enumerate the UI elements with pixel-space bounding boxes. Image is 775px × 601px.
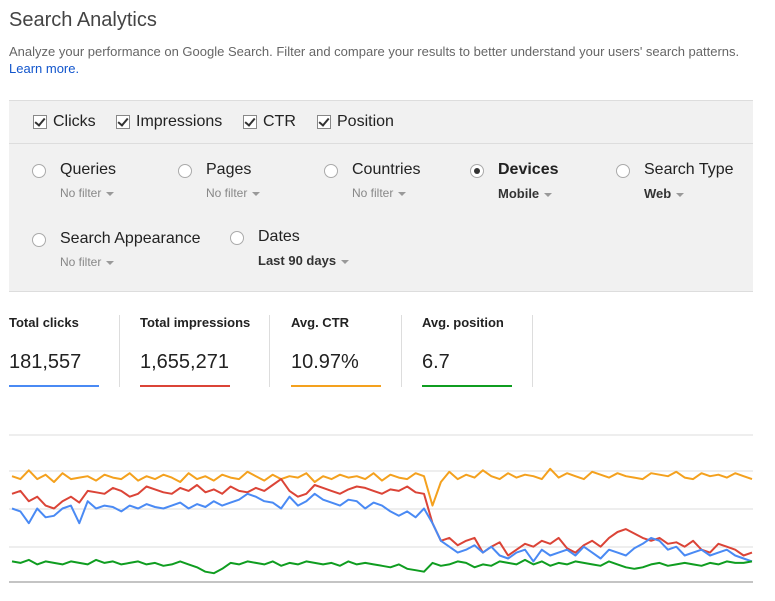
radio-icon[interactable] xyxy=(32,233,46,247)
stat-label: Avg. CTR xyxy=(291,315,350,330)
chevron-down-icon xyxy=(398,191,407,196)
group-filter-dropdown[interactable]: Last 90 days xyxy=(258,253,350,268)
series-line-0 xyxy=(11,467,753,507)
clicks-checkbox[interactable]: Clicks xyxy=(33,113,96,131)
group-pages[interactable]: Pages No filter xyxy=(178,161,298,206)
radio-icon[interactable] xyxy=(230,231,244,245)
position-label: Position xyxy=(337,113,394,130)
stat-color-bar xyxy=(9,385,99,387)
chevron-down-icon xyxy=(544,192,553,197)
impressions-checkbox[interactable]: Impressions xyxy=(116,113,222,131)
group-queries[interactable]: Queries No filter xyxy=(32,161,152,206)
learn-more-link[interactable]: Learn more. xyxy=(9,61,80,76)
chevron-down-icon xyxy=(341,259,350,264)
stat-color-bar xyxy=(140,385,230,387)
radio-icon[interactable] xyxy=(32,164,46,178)
clicks-label: Clicks xyxy=(53,113,96,130)
stat-value: 6.7 xyxy=(422,351,450,373)
page-title: Search Analytics xyxy=(9,9,157,31)
stat-label: Total clicks xyxy=(9,315,79,330)
group-label: Search Appearance xyxy=(60,230,201,247)
chevron-down-icon xyxy=(676,192,685,197)
radio-icon[interactable] xyxy=(324,164,338,178)
radio-icon[interactable] xyxy=(470,164,484,178)
group-search-appearance[interactable]: Search Appearance No filter xyxy=(32,230,222,275)
group-label: Countries xyxy=(352,161,421,178)
group-filter-dropdown[interactable]: Web xyxy=(644,186,685,201)
group-dates[interactable]: Dates Last 90 days xyxy=(230,228,360,273)
filter-panel: Clicks Impressions CTR Position Queries … xyxy=(9,100,753,292)
divider xyxy=(119,315,120,387)
stat-value: 181,557 xyxy=(9,351,82,373)
group-filter-dropdown[interactable]: No filter xyxy=(60,255,115,269)
page-description: Analyze your performance on Google Searc… xyxy=(9,43,769,77)
group-label: Search Type xyxy=(644,161,734,178)
radio-icon[interactable] xyxy=(616,164,630,178)
position-checkbox[interactable]: Position xyxy=(317,113,394,131)
group-search-type[interactable]: Search Type Web xyxy=(616,161,746,206)
group-label: Devices xyxy=(498,161,559,178)
radio-icon[interactable] xyxy=(178,164,192,178)
series-line-2 xyxy=(11,492,753,563)
group-label: Dates xyxy=(258,228,300,245)
stat-label: Total impressions xyxy=(140,315,251,330)
metrics-row: Clicks Impressions CTR Position xyxy=(9,101,753,144)
group-filter-dropdown[interactable]: No filter xyxy=(60,186,115,200)
series-line-3 xyxy=(11,558,753,575)
group-filter-dropdown[interactable]: Mobile xyxy=(498,186,553,201)
checkbox-icon xyxy=(33,115,47,129)
stat-value: 1,655,271 xyxy=(140,351,229,373)
stat-color-bar xyxy=(291,385,381,387)
checkbox-icon xyxy=(116,115,130,129)
group-label: Queries xyxy=(60,161,117,178)
chevron-down-icon xyxy=(106,191,115,196)
stat-label: Avg. position xyxy=(422,315,504,330)
group-label: Pages xyxy=(206,161,252,178)
checkbox-icon xyxy=(243,115,257,129)
group-countries[interactable]: Countries No filter xyxy=(324,161,444,206)
stat-color-bar xyxy=(422,385,512,387)
divider xyxy=(532,315,533,387)
stat-value: 10.97% xyxy=(291,351,359,373)
group-filter-dropdown[interactable]: No filter xyxy=(206,186,261,200)
chevron-down-icon xyxy=(252,191,261,196)
ctr-label: CTR xyxy=(263,113,296,130)
ctr-checkbox[interactable]: CTR xyxy=(243,113,296,131)
impressions-label: Impressions xyxy=(136,113,223,130)
performance-chart[interactable] xyxy=(0,430,775,601)
series-line-1 xyxy=(11,478,753,557)
group-filter-dropdown[interactable]: No filter xyxy=(352,186,407,200)
description-text: Analyze your performance on Google Searc… xyxy=(9,44,740,59)
chevron-down-icon xyxy=(106,260,115,265)
checkbox-icon xyxy=(317,115,331,129)
divider xyxy=(269,315,270,387)
divider xyxy=(401,315,402,387)
group-devices[interactable]: Devices Mobile xyxy=(470,161,590,206)
